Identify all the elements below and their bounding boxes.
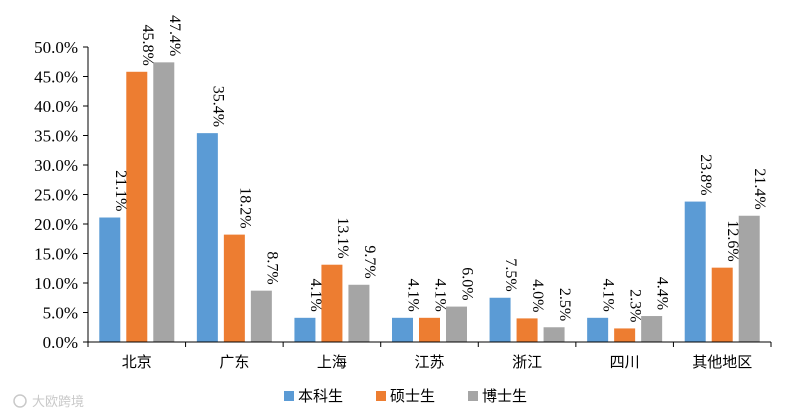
bar — [250, 290, 272, 342]
x-tick-label: 四川 — [610, 353, 640, 371]
y-tick-label: 20.0% — [34, 215, 78, 234]
bar — [99, 217, 121, 342]
y-tick-label: 40.0% — [34, 97, 78, 116]
watermark: 大欧跨境 — [13, 394, 84, 410]
data-label: 9.7% — [361, 245, 378, 278]
legend-label: 硕士生 — [390, 387, 435, 405]
y-tick-label: 25.0% — [34, 186, 78, 205]
x-tick-label: 江苏 — [414, 353, 444, 371]
bar — [738, 215, 760, 342]
bar — [294, 317, 316, 342]
bar — [614, 328, 636, 342]
data-label: 35.4% — [209, 86, 226, 127]
x-tick-label: 其他地区 — [692, 353, 752, 371]
bar — [711, 267, 733, 342]
legend-swatch — [376, 391, 386, 401]
data-labels: 21.1% 45.8% 47.4% 35.4% 18.2% 8.7% 4.1% 13.1% 9.… — [112, 15, 768, 322]
bars — [99, 62, 760, 343]
data-label: 13.1% — [334, 217, 351, 258]
y-tick-label: 35.0% — [34, 127, 78, 146]
data-label: 4.0% — [529, 279, 546, 312]
data-label: 47.4% — [166, 15, 183, 56]
data-label: 7.5% — [502, 258, 519, 291]
y-tick-label: 10.0% — [34, 274, 78, 293]
y-tick-label: 5.0% — [43, 304, 78, 323]
watermark-icon — [13, 394, 27, 408]
data-label: 18.2% — [236, 187, 253, 228]
y-tick-label: 0.0% — [43, 333, 78, 352]
y-tick-label: 50.0% — [34, 38, 78, 57]
y-tick-label: 45.0% — [34, 68, 78, 87]
data-label: 12.6% — [724, 220, 741, 261]
bar — [543, 327, 565, 342]
legend: 本科生 硕士生 博士生 — [284, 387, 527, 405]
x-axis: 北京 广东 上海 江苏 浙江 四川 其他地区 — [87, 341, 772, 371]
y-tick-label: 30.0% — [34, 156, 78, 175]
data-label: 6.0% — [459, 267, 476, 300]
bar — [321, 264, 343, 342]
legend-swatch — [468, 391, 478, 401]
bar — [392, 317, 413, 342]
x-tick-label: 浙江 — [512, 353, 542, 371]
y-axis: 0.0% 5.0% 10.0% 15.0% 20.0% 25.0% 30.0% 35.0% 40… — [34, 38, 89, 352]
data-label: 4.1% — [600, 278, 617, 311]
x-tick-label: 广东 — [219, 353, 249, 371]
bar — [419, 317, 440, 342]
x-tick-label: 北京 — [122, 353, 152, 371]
bar — [489, 297, 511, 342]
watermark-text: 大欧跨境 — [32, 395, 84, 410]
bar — [446, 306, 467, 342]
data-label: 21.1% — [112, 170, 129, 211]
bar — [153, 62, 175, 343]
bar — [196, 133, 218, 342]
data-label: 45.8% — [139, 24, 156, 65]
legend-label: 本科生 — [298, 387, 343, 405]
bar — [684, 201, 706, 342]
data-label: 21.4% — [751, 168, 768, 209]
legend-swatch — [284, 391, 294, 401]
data-label: 8.7% — [263, 251, 280, 284]
bar — [516, 318, 538, 342]
bar — [348, 284, 370, 342]
bar — [587, 317, 609, 342]
bar — [126, 71, 148, 342]
data-label: 2.5% — [556, 288, 573, 321]
bar — [223, 234, 245, 342]
y-tick-label: 15.0% — [34, 245, 78, 264]
legend-label: 博士生 — [482, 387, 527, 405]
x-tick-label: 上海 — [317, 353, 347, 371]
data-label: 2.3% — [627, 289, 644, 322]
data-label: 4.1% — [307, 278, 324, 311]
data-label: 4.1% — [405, 278, 422, 311]
data-label: 4.4% — [654, 277, 671, 310]
data-label: 23.8% — [697, 154, 714, 195]
data-label: 4.1% — [432, 278, 449, 311]
bar — [641, 316, 663, 342]
